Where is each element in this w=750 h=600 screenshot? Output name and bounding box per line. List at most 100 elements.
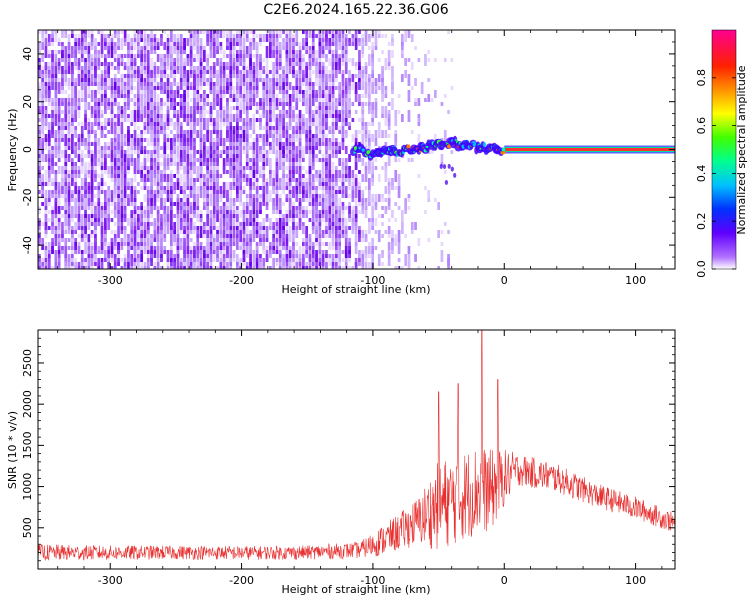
spectrogram-cell: [335, 62, 338, 70]
spectrogram-cell: [51, 110, 54, 114]
spectrogram-cell: [156, 214, 160, 222]
spectrogram-cell-faint: [318, 98, 322, 102]
spectrogram-cell: [137, 170, 140, 174]
spectrogram-cell: [140, 62, 143, 74]
spectrogram-cell: [278, 266, 282, 269]
spectrogram-cell-faint: [113, 118, 117, 122]
spectrogram-cell-faint: [133, 122, 137, 126]
spectrogram-cell-faint: [381, 50, 384, 54]
spectrogram-cell-faint: [318, 186, 322, 190]
spectrogram-cell: [236, 154, 239, 158]
spectrogram-cell-faint: [275, 182, 279, 186]
spectrogram-cell: [222, 70, 226, 74]
spectrogram-cell: [133, 166, 137, 174]
spectrogram-cell-faint: [140, 82, 143, 86]
spectrogram-cell: [196, 178, 200, 182]
spectrogram-cell: [219, 46, 223, 50]
spectrogram-cell: [242, 258, 246, 262]
spectrogram-cell: [150, 110, 153, 114]
spectrogram-cell: [176, 266, 180, 269]
spectrogram-cell-faint: [252, 114, 256, 118]
spectrogram-cell-faint: [51, 266, 54, 269]
spectrogram-cell: [252, 162, 256, 166]
spectrogram-cell: [252, 170, 256, 178]
spectrogram-cell: [44, 250, 48, 258]
spectrogram-cell-faint: [110, 34, 114, 38]
spectrogram-cell-faint: [38, 50, 41, 54]
spectrogram-cell: [368, 54, 371, 66]
spectrogram-cell: [183, 222, 186, 226]
spectrogram-cell: [302, 150, 305, 162]
spectrogram-cell: [186, 38, 190, 46]
spectrogram-cell: [344, 166, 348, 178]
spectrogram-cell: [295, 254, 299, 258]
spectrogram-cell-faint: [222, 34, 226, 38]
spectrogram-cell-faint: [318, 134, 322, 138]
spectrogram-cell: [278, 238, 282, 242]
spectrogram-cell: [156, 38, 160, 42]
spectrogram-cell: [74, 186, 77, 194]
spectrogram-cell-faint: [361, 210, 365, 214]
spectrogram-cell: [150, 258, 153, 266]
spectrogram-cell-faint: [443, 94, 447, 98]
spectrogram-cell-faint: [338, 198, 341, 202]
spectrogram-cell: [255, 158, 259, 162]
spectrogram-cell: [183, 42, 186, 46]
spectrogram-cell-faint: [100, 102, 104, 106]
spectrogram-cell: [239, 78, 242, 90]
spectrogram-cell-faint: [146, 138, 150, 142]
spectrogram-cell: [71, 82, 74, 86]
spectrogram-cell: [374, 166, 378, 170]
spectrogram-cell: [41, 54, 44, 62]
spectrogram-cell: [315, 218, 318, 222]
spectrogram-cell-faint: [364, 186, 368, 190]
spectrogram-cell: [351, 210, 355, 222]
spectrogram-cell-faint: [259, 126, 262, 130]
spectrogram-cell: [249, 186, 252, 190]
spectrogram-cell: [212, 162, 216, 166]
spectrogram-cell-faint: [179, 178, 183, 182]
spectrogram-cell: [351, 170, 355, 178]
spectrogram-cell: [107, 86, 110, 90]
spectrogram-cell: [196, 134, 200, 138]
spectrogram-cell: [338, 262, 341, 266]
spectrogram-cell-faint: [252, 214, 256, 218]
spectrogram-cell-faint: [374, 38, 378, 42]
spectrogram-cell-faint: [143, 214, 147, 218]
spectrogram-cell-faint: [259, 266, 262, 269]
spectrogram-cell: [146, 58, 150, 70]
spectrogram-cell: [381, 166, 384, 170]
spectrogram-cell: [252, 202, 256, 210]
spectrogram-cell: [285, 266, 289, 269]
spectrogram-cell: [77, 198, 81, 202]
spectrogram-cell: [219, 78, 223, 86]
spectrogram-cell: [321, 62, 325, 66]
spectrogram-cell: [38, 74, 41, 78]
spectrogram-cell-faint: [272, 210, 275, 214]
spectrogram-cell: [140, 206, 143, 210]
spectrogram-cell: [113, 158, 117, 166]
spectrogram-cell-faint: [368, 254, 371, 258]
spectrogram-cell-faint: [71, 122, 74, 126]
spectrogram-cell-faint: [302, 230, 305, 234]
spectrogram-cell-faint: [242, 86, 246, 90]
spectrogram-cell: [341, 110, 345, 114]
spectrogram-cell-faint: [189, 150, 193, 154]
spectrogram-cell: [51, 102, 54, 106]
spectrogram-cell-faint: [259, 230, 262, 234]
spectrogram-cell: [146, 266, 150, 269]
spectrogram-cell-faint: [315, 190, 318, 194]
spectrogram-cell: [308, 54, 312, 58]
spectrogram-cell: [179, 66, 183, 78]
spectrogram-cell-faint: [331, 38, 335, 42]
spectrogram-cell: [127, 42, 130, 54]
spectrogram-cell: [245, 122, 249, 126]
spectrogram-cell: [226, 222, 229, 230]
spectrogram-cell-faint: [183, 174, 186, 178]
spectrogram-cell: [344, 90, 348, 94]
spectrogram-cell-faint: [305, 254, 308, 258]
spectrogram-cell: [219, 70, 223, 74]
spectrogram-cell: [123, 102, 127, 106]
spectrogram-cell: [90, 62, 94, 66]
spectrogram-cell: [407, 266, 411, 269]
